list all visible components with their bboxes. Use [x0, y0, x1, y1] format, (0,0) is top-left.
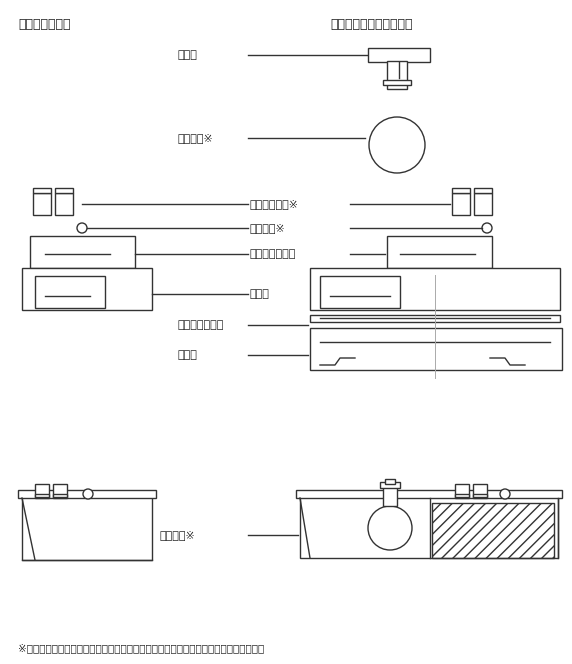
Bar [383, 486, 397, 506]
Bar [383, 80, 411, 85]
Text: サンプルビン※: サンプルビン※ [250, 199, 299, 209]
Text: 発泡スチロール: 発泡スチロール [178, 320, 224, 330]
Bar [310, 268, 560, 310]
Bar [474, 188, 492, 193]
Text: アルミブロック: アルミブロック [250, 249, 296, 259]
Bar [35, 494, 49, 497]
Bar [22, 495, 152, 560]
Text: おもり: おもり [178, 50, 198, 60]
Text: 運搬保管トレー: 運搬保管トレー [18, 18, 70, 31]
Bar [368, 48, 430, 62]
Bar [473, 484, 487, 498]
Bar [33, 193, 51, 215]
Bar [385, 479, 395, 484]
Bar [30, 236, 135, 268]
Bar [18, 490, 156, 498]
Bar [380, 482, 400, 488]
Text: トレー: トレー [178, 350, 198, 360]
Text: シリンジ※: シリンジ※ [250, 223, 286, 233]
Bar [387, 61, 407, 89]
Bar [55, 193, 73, 215]
Circle shape [482, 223, 492, 233]
Bar [474, 193, 492, 215]
Bar [455, 484, 469, 498]
Bar [432, 503, 554, 558]
Text: フラスコ※: フラスコ※ [178, 133, 214, 143]
Bar [35, 484, 49, 498]
Bar [33, 188, 51, 193]
Circle shape [83, 489, 93, 499]
Bar [310, 328, 562, 370]
Bar [387, 236, 492, 268]
Circle shape [77, 223, 87, 233]
Bar [53, 494, 67, 497]
Bar [310, 315, 560, 322]
Text: 標準サンプル調整トレー: 標準サンプル調整トレー [330, 18, 412, 31]
Circle shape [500, 489, 510, 499]
Circle shape [368, 506, 412, 550]
Bar [452, 188, 470, 193]
Bar [455, 494, 469, 497]
Text: ※印の品物は揮発性有機化合物標準溶液調製キットの製品内容には含まれていません。: ※印の品物は揮発性有機化合物標準溶液調製キットの製品内容には含まれていません。 [18, 643, 264, 653]
Bar [22, 268, 152, 310]
Circle shape [369, 117, 425, 173]
Bar [53, 484, 67, 498]
Bar [35, 276, 105, 308]
Bar [296, 490, 562, 498]
Bar [452, 193, 470, 215]
Text: 液体窒素※: 液体窒素※ [160, 530, 196, 540]
Bar [300, 493, 558, 558]
Text: バット: バット [250, 289, 270, 299]
Bar [320, 276, 400, 308]
Bar [432, 503, 554, 558]
Bar [55, 188, 73, 193]
Bar [473, 494, 487, 497]
